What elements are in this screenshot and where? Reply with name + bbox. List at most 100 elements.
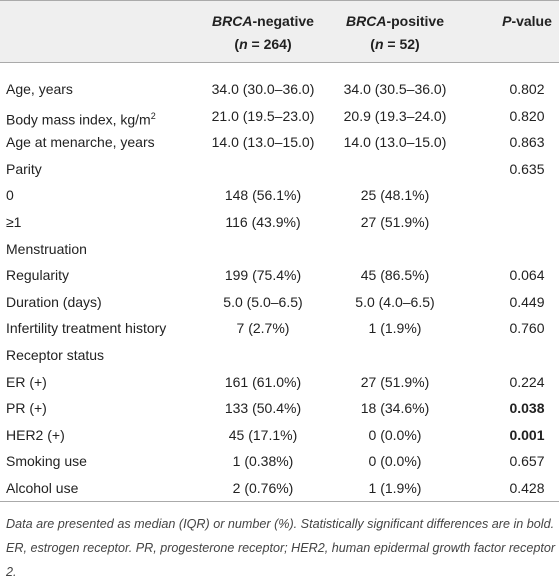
cell-negative: 1 (0.38%)	[232, 453, 294, 470]
row-label: Age at menarche, years	[6, 129, 155, 156]
cell-p-value: 0.635	[509, 160, 545, 177]
table-row: PR (+) 133 (50.4%) 18 (34.6%) 0.038	[0, 395, 559, 422]
row-label-text: Infertility treatment history	[6, 320, 167, 337]
table-row: HER2 (+) 45 (17.1%) 0 (0.0%) 0.001	[0, 422, 559, 449]
cell-p-value: 0.820	[509, 107, 545, 124]
cell-p-value: 0.760	[509, 320, 545, 337]
cell-positive: 27 (51.9%)	[360, 373, 430, 390]
table-row: ER (+) 161 (61.0%) 27 (51.9%) 0.224	[0, 369, 559, 396]
row-label: HER2 (+)	[6, 422, 65, 449]
header-text: -positive	[386, 13, 445, 29]
row-label: Age, years	[6, 76, 73, 103]
cell-positive: 34.0 (30.5–36.0)	[343, 81, 447, 97]
row-label: Smoking use	[6, 448, 87, 475]
table-row: Parity 0.635	[0, 156, 559, 183]
row-label-sup: 2	[150, 110, 156, 121]
header: BRCA-negative (n = 264) BRCA-positive (n…	[0, 0, 559, 63]
header-text: = 264)	[247, 36, 292, 52]
row-label-text: PR (+)	[6, 400, 47, 417]
cell-p-value: 0.449	[509, 293, 545, 310]
cell-positive: 14.0 (13.0–15.0)	[343, 134, 447, 151]
table-row: ≥1 116 (43.9%) 27 (51.9%)	[0, 209, 559, 236]
row-label-text: Age, years	[6, 81, 73, 97]
header-text: P	[502, 13, 512, 29]
row-label: Menstruation	[6, 236, 87, 263]
table-row: Regularity 199 (75.4%) 45 (86.5%) 0.064	[0, 262, 559, 289]
row-label-text: Receptor status	[6, 347, 105, 363]
header-cell: (n = 52)	[320, 36, 470, 52]
header-cell: (n = 264)	[188, 36, 338, 52]
row-label-text: Age at menarche, years	[6, 134, 155, 151]
row-label-text: ≥1	[6, 214, 22, 230]
row-label-text: HER2 (+)	[6, 426, 65, 443]
cell-p-value: 0.001	[509, 426, 545, 443]
header-text: = 52)	[383, 36, 420, 52]
header-cell: P-value	[495, 13, 559, 29]
row-label-text: ER (+)	[6, 373, 47, 390]
table-row: Body mass index, kg/m2 21.0 (19.5–23.0) 20…	[0, 103, 559, 130]
cell-negative: 199 (75.4%)	[224, 267, 302, 284]
row-label-text: Duration (days)	[6, 293, 102, 310]
table-row: 0 148 (56.1%) 25 (48.1%)	[0, 182, 559, 209]
row-label-text: Smoking use	[6, 453, 87, 470]
row-label: PR (+)	[6, 395, 47, 422]
row-label: Parity	[6, 156, 42, 183]
header-text: -value	[511, 13, 552, 29]
row-label: Receptor status	[6, 342, 104, 369]
cell-positive: 0 (0.0%)	[368, 453, 422, 470]
table-row: Age, years 34.0 (30.0–36.0) 34.0 (30.5–36.…	[0, 76, 559, 103]
header-cell: BRCA-positive	[320, 13, 470, 29]
cell-p-value: 0.064	[509, 267, 545, 284]
cell-negative: 161 (61.0%)	[224, 373, 302, 390]
bottom-rule	[0, 501, 559, 502]
cell-negative: 45 (17.1%)	[228, 426, 298, 443]
cell-p-value: 0.224	[509, 373, 545, 390]
table-row: Infertility treatment history 7 (2.7%) 1 (…	[0, 315, 559, 342]
header-text: n	[374, 36, 384, 52]
header-text: BRCA	[212, 13, 253, 29]
row-label: Regularity	[6, 262, 69, 289]
row-label: Infertility treatment history	[6, 315, 166, 342]
header-text: (	[370, 36, 375, 52]
cell-negative: 148 (56.1%)	[224, 187, 302, 204]
cell-positive: 25 (48.1%)	[360, 187, 430, 204]
table-row: Receptor status	[0, 342, 559, 369]
header-text: (	[234, 36, 240, 52]
cell-negative: 116 (43.9%)	[225, 214, 301, 230]
table-row: Menstruation	[0, 236, 559, 263]
footnote: Data are presented as median (IQR) or nu…	[6, 517, 556, 579]
header-text: n	[239, 36, 248, 52]
cell-negative: 5.0 (5.0–6.5)	[223, 293, 303, 310]
row-label-text: 0	[6, 187, 14, 204]
row-label-text: Alcohol use	[6, 480, 79, 496]
table-row: Duration (days) 5.0 (5.0–6.5) 5.0 (4.0–6.5…	[0, 289, 559, 316]
cell-positive: 1 (1.9%)	[368, 320, 422, 337]
row-label: Body mass index, kg/m2	[6, 103, 156, 133]
row-label: Alcohol use	[6, 475, 78, 502]
cell-positive: 1 (1.9%)	[368, 480, 422, 496]
row-label: ER (+)	[6, 369, 47, 396]
header-text: BRCA	[345, 13, 387, 29]
cell-positive: 27 (51.9%)	[360, 214, 430, 230]
cell-negative: 14.0 (13.0–15.0)	[211, 134, 315, 151]
cell-negative: 7 (2.7%)	[236, 320, 290, 337]
cell-p-value: 0.657	[509, 453, 545, 470]
table-row: Age at menarche, years 14.0 (13.0–15.0) 14…	[0, 129, 559, 156]
row-label: ≥1	[6, 209, 21, 236]
cell-negative: 21.0 (19.5–23.0)	[211, 107, 315, 124]
cell-positive: 18 (34.6%)	[360, 400, 430, 417]
header-cell: BRCA-negative	[188, 13, 338, 29]
row-label: 0	[6, 182, 14, 209]
cell-p-value: 0.038	[509, 400, 545, 417]
row-label-text: Body mass index, kg/m	[6, 111, 151, 128]
row-label-text: Parity	[6, 160, 42, 177]
table-row: Smoking use 1 (0.38%) 0 (0.0%) 0.657	[0, 448, 559, 475]
cell-positive: 5.0 (4.0–6.5)	[355, 293, 435, 310]
cell-p-value: 0.802	[509, 81, 545, 97]
header-text: -negative	[252, 13, 314, 29]
cell-negative: 2 (0.76%)	[232, 480, 294, 496]
cell-positive: 0 (0.0%)	[368, 426, 422, 443]
cell-positive: 20.9 (19.3–24.0)	[343, 107, 447, 124]
cell-p-value: 0.863	[509, 134, 545, 151]
